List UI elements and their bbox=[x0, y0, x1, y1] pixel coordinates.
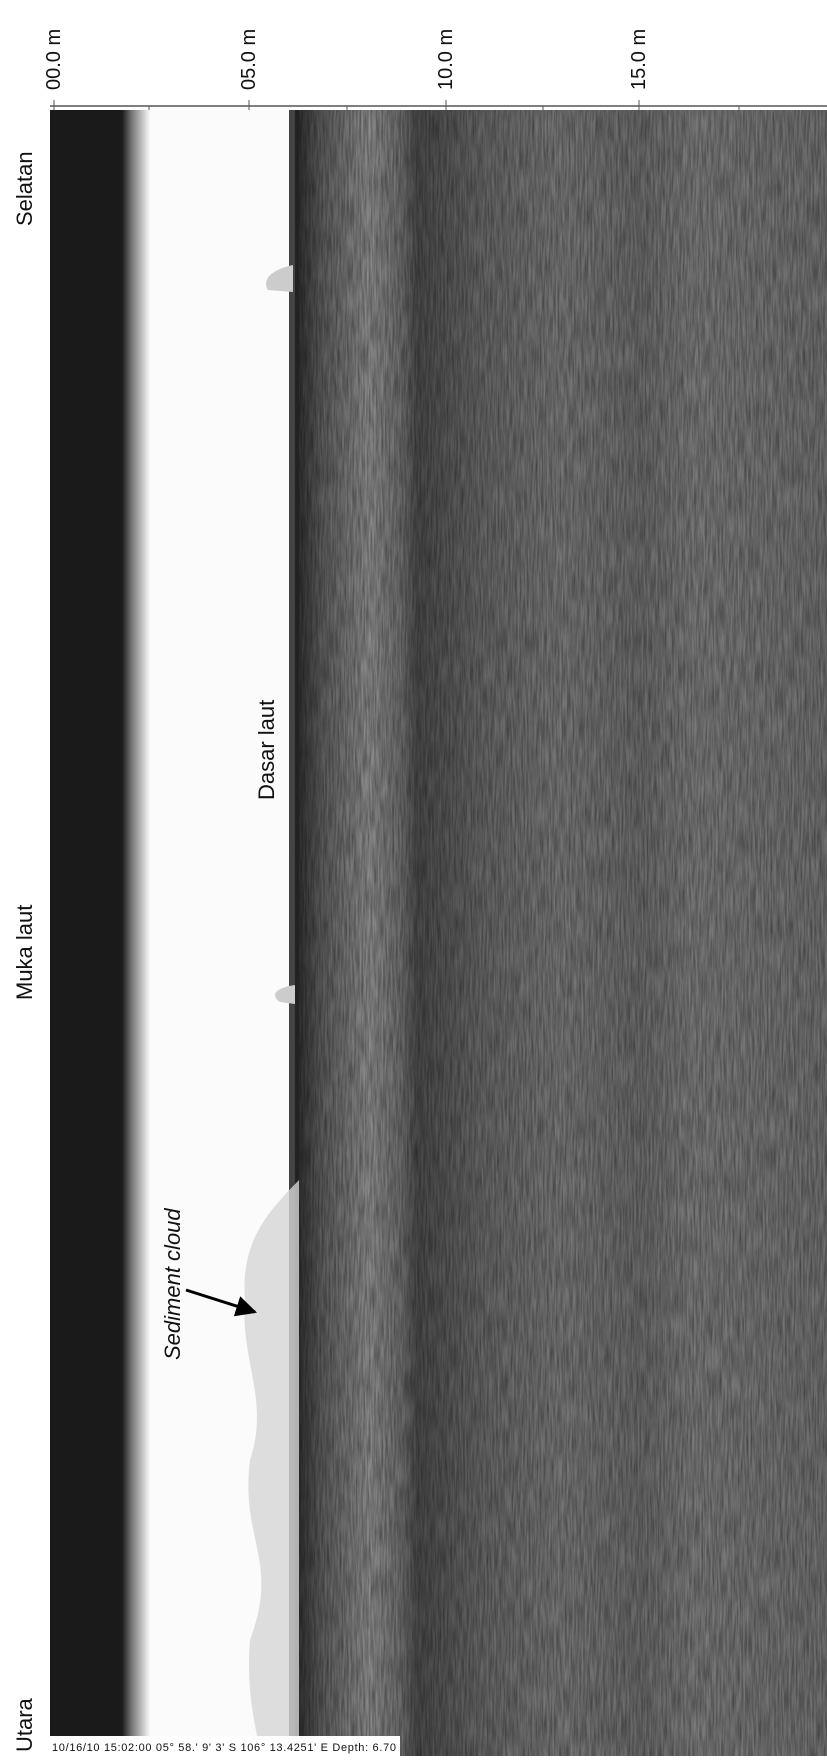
depth-tick: 10.0 m bbox=[435, 29, 457, 90]
echogram-figure: 00.0 m 05.0 m 10.0 m 15.0 m Selatan Muka… bbox=[0, 0, 827, 1756]
sediment-label: Sediment cloud bbox=[160, 1208, 185, 1360]
page: {"axis": {"ticks": ["00.0 m", "05.0 m", … bbox=[0, 0, 827, 1756]
depth-tick: 05.0 m bbox=[238, 29, 260, 90]
depth-tick: 00.0 m bbox=[43, 29, 65, 90]
footer-text: 10/16/10 15:02:00 05° 58.' 9' 3' S 106° … bbox=[52, 1742, 396, 1754]
depth-tick: 15.0 m bbox=[628, 29, 650, 90]
side-label: Selatan bbox=[12, 151, 37, 226]
seabed-label: Dasar laut bbox=[254, 700, 279, 800]
side-label: Utara bbox=[12, 1697, 37, 1752]
echogram bbox=[50, 110, 827, 1756]
side-label: Muka laut bbox=[12, 905, 37, 1000]
